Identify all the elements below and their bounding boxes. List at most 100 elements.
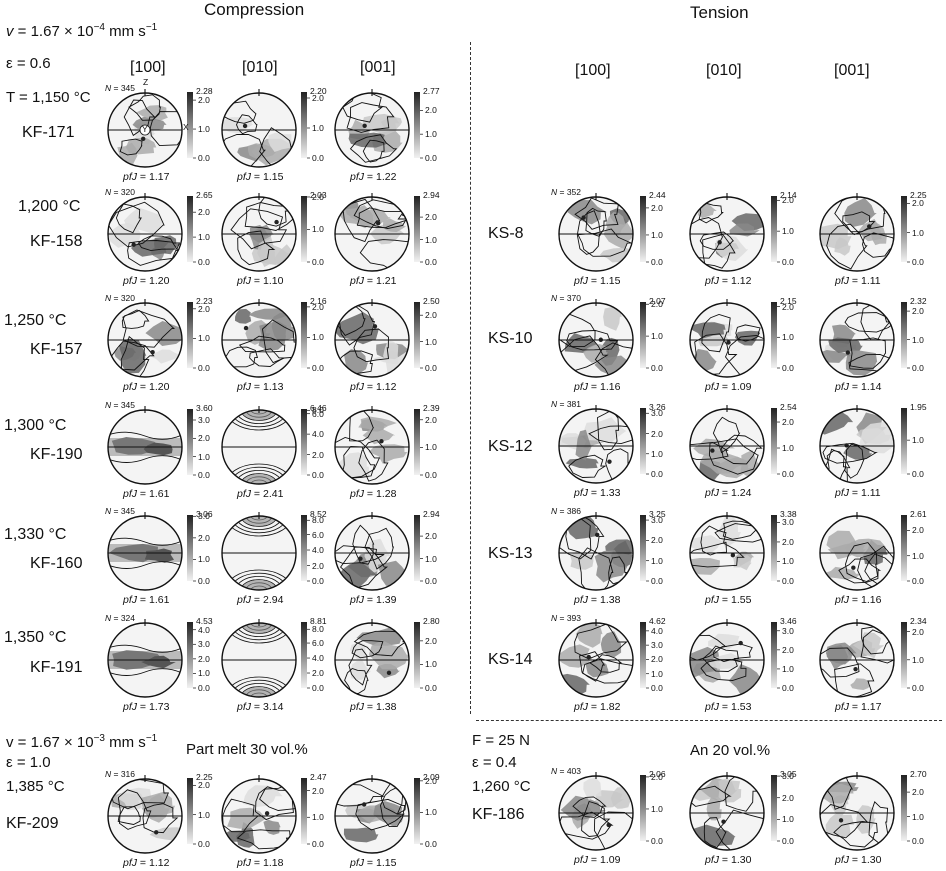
scale-tick-label: 4.0 xyxy=(198,624,210,635)
scale-max-label: 2.14 xyxy=(780,190,797,200)
scale-tick-label: 2.0 xyxy=(651,299,663,310)
scale-tick-label: 1.0 xyxy=(782,814,794,825)
scale-tick-label: 0.0 xyxy=(782,683,794,693)
strain-label-2: ε = 1.0 xyxy=(6,754,51,771)
scale-max-label: 4.53 xyxy=(196,616,213,626)
color-scale-bar xyxy=(301,409,310,476)
scale-tick-label: 2.0 xyxy=(651,771,663,782)
tens-sample-label-4: KS-14 xyxy=(488,651,533,668)
scale-tick-label: 2.0 xyxy=(425,414,437,425)
scale-tick-label: 2.0 xyxy=(912,525,924,536)
pole-figure-outline xyxy=(107,778,183,854)
color-scale-bar xyxy=(771,302,780,369)
scale-tick-label: 0.0 xyxy=(312,153,324,163)
pfj-value: pfJ = 1.22 xyxy=(350,171,397,183)
scale-max-label: 2.94 xyxy=(423,190,440,200)
scale-tick-label: 2.0 xyxy=(425,310,437,321)
scale-max-label: 2.07 xyxy=(649,296,666,306)
pole-figure-outline xyxy=(107,196,183,272)
scale-max-label: 2.77 xyxy=(423,86,440,96)
pfj-value: pfJ = 1.24 xyxy=(705,487,752,499)
comp-sample-label-2: KF-157 xyxy=(30,341,83,358)
pfj-value: pfJ = 1.16 xyxy=(574,381,621,393)
pfj-value: pfJ = 1.15 xyxy=(574,275,621,287)
scale-tick-label: 2.0 xyxy=(198,532,210,543)
pole-figure-outline xyxy=(689,515,765,591)
scale-tick-label: 2.0 xyxy=(312,785,324,796)
pole-figure xyxy=(221,775,297,854)
scale-tick-label: 1.0 xyxy=(651,555,663,566)
n-count: N = 345 xyxy=(105,83,136,93)
scale-max-label: 2.47 xyxy=(310,772,327,782)
scale-tick-label: 1.0 xyxy=(782,332,794,343)
n-count: N = 320 xyxy=(105,293,136,303)
scale-tick-label: 0.0 xyxy=(782,363,794,373)
color-scale-bar xyxy=(901,775,910,842)
y-axis-marker xyxy=(139,124,151,136)
velocity-label-2: v = 1.67 × 10−3 mm s−1 xyxy=(6,733,158,751)
scale-max-label: 1.95 xyxy=(910,402,927,412)
temperature-label-3: 1,260 °C xyxy=(472,778,531,795)
comp-sample-label-0: KF-171 xyxy=(22,124,75,141)
scale-tick-label: 2.0 xyxy=(651,535,663,546)
color-scale-bar xyxy=(414,409,423,476)
tens-sample-label-3: KS-13 xyxy=(488,545,533,562)
x-axis-marker: X xyxy=(183,122,189,132)
pole-figure xyxy=(819,405,895,484)
scale-tick-label: 1.0 xyxy=(198,554,210,565)
scale-tick-label: 1.0 xyxy=(312,812,324,823)
scale-tick-label: 2.0 xyxy=(782,644,794,655)
scale-tick-label: 0.0 xyxy=(198,683,210,693)
pole-figure-outline xyxy=(819,302,895,378)
scale-max-label: 2.06 xyxy=(649,769,666,779)
pole-figure xyxy=(221,299,297,378)
anorthite-note: An 20 vol.% xyxy=(690,742,771,759)
scale-tick-label: 0.0 xyxy=(198,839,210,849)
pfj-value: pfJ = 1.20 xyxy=(123,275,170,287)
color-scale-bar xyxy=(771,775,780,842)
scale-tick-label: 0.0 xyxy=(312,576,324,586)
pole-figure xyxy=(689,512,765,591)
n-count: N = 393 xyxy=(551,613,582,623)
color-scale-bar xyxy=(301,778,310,845)
axis-header-tens-001: [001] xyxy=(834,62,870,79)
scale-tick-label: 1.0 xyxy=(912,435,924,446)
scale-tick-label: 0.0 xyxy=(912,257,924,267)
scale-tick-label: 2.0 xyxy=(912,626,924,637)
pole-figure xyxy=(689,772,765,851)
pfj-value: pfJ = 1.12 xyxy=(350,381,397,393)
pfj-value: pfJ = 1.17 xyxy=(123,171,170,183)
scale-tick-label: 1.0 xyxy=(651,229,663,240)
pole-figure xyxy=(689,405,765,484)
scale-tick-label: 4.0 xyxy=(312,545,324,555)
scale-tick-label: 2.0 xyxy=(312,93,324,103)
scale-max-label: 4.62 xyxy=(649,616,666,626)
scale-max-label: 3.38 xyxy=(780,509,797,519)
color-scale-bar xyxy=(414,92,423,159)
color-scale-bar xyxy=(901,196,910,263)
scale-tick-label: 0.0 xyxy=(198,576,210,586)
scale-tick-label: 0.0 xyxy=(651,363,663,373)
scale-tick-label: 0.0 xyxy=(651,576,663,586)
color-scale-bar xyxy=(901,302,910,369)
pfj-value: pfJ = 1.53 xyxy=(705,701,752,713)
scale-tick-label: 0.0 xyxy=(782,576,794,586)
pfj-value: pfJ = 1.09 xyxy=(574,854,621,866)
pole-figure xyxy=(558,405,634,484)
comp-temp-label-5: 1,350 °C xyxy=(4,629,67,646)
tens-sample-label-0: KS-8 xyxy=(488,225,524,242)
pole-figure xyxy=(558,772,634,851)
pole-figure xyxy=(334,775,410,854)
pole-figure-outline xyxy=(819,196,895,272)
scale-tick-label: 3.0 xyxy=(198,511,210,522)
comp-temp-label-4: 1,330 °C xyxy=(4,526,67,543)
scale-tick-label: 0.0 xyxy=(912,683,924,693)
pfj-value: pfJ = 1.55 xyxy=(705,594,752,606)
pole-figure-outline xyxy=(221,92,297,168)
pole-figure xyxy=(107,406,183,485)
pole-figure-outline xyxy=(221,196,297,272)
scale-max-label: 2.34 xyxy=(910,616,927,626)
pfj-value: pfJ = 1.10 xyxy=(237,275,284,287)
pole-figure-outline xyxy=(819,622,895,698)
color-scale-bar xyxy=(187,92,196,159)
